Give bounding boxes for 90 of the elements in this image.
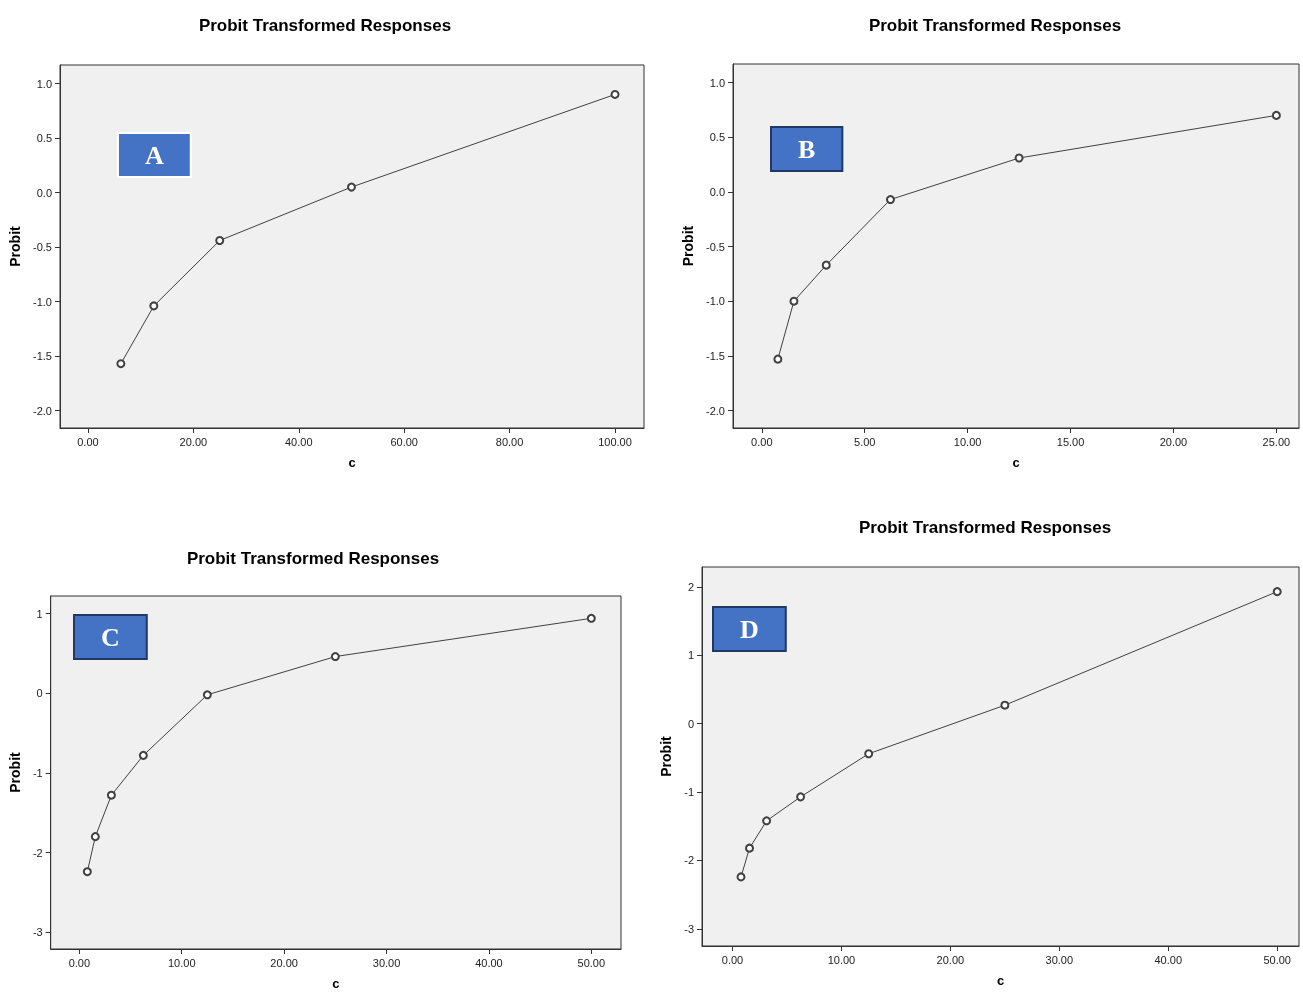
chart-title: Probit Transformed Responses	[858, 518, 1112, 537]
annotation: B	[798, 134, 816, 164]
y-tick-label: 1.0	[36, 77, 52, 90]
x-tick-label: 0.00	[721, 953, 744, 966]
point	[149, 301, 159, 311]
x-tick-label: 50.00	[1263, 953, 1291, 966]
y-tick-label: -2	[32, 846, 43, 859]
x-tick-label: 20.00	[936, 953, 965, 966]
point	[330, 652, 340, 662]
y-tick-label: -1.0	[706, 295, 725, 308]
x-tick-label: 40.00	[1154, 953, 1183, 966]
x-tick-label: 25.00	[1262, 435, 1291, 448]
point	[346, 182, 356, 192]
annotation: A	[145, 140, 164, 170]
y-tick-label: 0	[687, 717, 694, 730]
x-tick-label: 60.00	[390, 435, 418, 448]
point	[90, 832, 100, 842]
y-axis-title: Probit	[7, 751, 23, 793]
x-tick-label: 100.00	[598, 435, 632, 448]
point	[1014, 153, 1024, 163]
y-tick-label: -2.0	[33, 404, 52, 417]
point	[610, 89, 620, 99]
x-tick-label: 40.00	[475, 956, 503, 969]
chart-title: Probit Transformed Responses	[868, 16, 1122, 35]
point	[745, 843, 754, 853]
point	[885, 195, 895, 205]
point	[116, 359, 126, 369]
point	[586, 613, 596, 623]
x-axis-title: c	[1012, 455, 1020, 470]
y-tick-label: 0.0	[36, 186, 52, 199]
point	[796, 792, 806, 802]
y-axis-title: Probit	[7, 225, 24, 267]
annotation: C	[101, 622, 120, 652]
x-tick-label: 10.00	[167, 956, 196, 969]
annotation: D	[740, 614, 759, 644]
point	[1272, 587, 1282, 597]
x-tick-label: 20.00	[1159, 435, 1188, 448]
x-tick-label: 5.00	[854, 435, 876, 448]
y-tick-label: -1	[684, 786, 694, 799]
x-tick-label: 40.00	[285, 435, 313, 448]
y-tick-label: 0	[36, 687, 43, 700]
x-tick-label: 10.00	[953, 435, 982, 448]
point	[1000, 700, 1010, 710]
chart-title: Probit Transformed Responses	[186, 549, 440, 568]
y-axis-title: Probit	[658, 735, 675, 777]
x-axis-title: c	[996, 973, 1005, 988]
x-tick-label: 30.00	[1045, 953, 1074, 966]
x-tick-label: 80.00	[495, 435, 524, 448]
x-tick-label: 10.00	[827, 953, 856, 966]
x-tick-label: 0.00	[751, 435, 773, 448]
y-tick-label: -2.0	[706, 404, 725, 417]
point	[138, 750, 148, 760]
y-tick-label: 0.5	[36, 132, 52, 145]
x-tick-label: 0.00	[68, 956, 91, 969]
y-tick-label: 1	[687, 649, 694, 662]
y-tick-label: -2	[684, 854, 694, 867]
y-tick-label: 2	[687, 580, 694, 593]
point	[1271, 110, 1281, 120]
y-tick-label: -1.5	[33, 350, 52, 363]
y-tick-label: 0.5	[709, 131, 725, 144]
x-tick-label: 50.00	[577, 956, 606, 969]
y-tick-label: -3	[684, 922, 694, 935]
y-axis-title: Probit	[680, 225, 697, 267]
x-tick-label: 0.00	[77, 435, 99, 448]
x-tick-label: 20.00	[179, 435, 208, 448]
point	[82, 867, 92, 877]
y-tick-label: 1	[36, 607, 43, 620]
point	[762, 816, 772, 826]
point	[821, 260, 831, 270]
x-tick-label: 20.00	[270, 956, 298, 969]
y-tick-label: -0.5	[706, 240, 725, 253]
y-tick-label: -1.0	[33, 295, 52, 308]
y-tick-label: -0.5	[33, 241, 52, 254]
point	[864, 749, 874, 759]
y-tick-label: -1.5	[706, 349, 725, 362]
y-tick-label: 0.0	[709, 185, 725, 198]
x-tick-label: 15.00	[1056, 435, 1085, 448]
point	[789, 296, 799, 306]
y-tick-label: -1	[32, 766, 43, 779]
chart-title: Probit Transformed Responses	[198, 16, 452, 35]
point	[773, 354, 783, 364]
point	[215, 236, 225, 245]
x-axis-title: c	[348, 455, 356, 470]
point	[106, 790, 116, 800]
point	[736, 872, 746, 882]
y-tick-label: 1.0	[709, 76, 725, 89]
x-tick-label: 30.00	[372, 956, 401, 969]
point	[202, 690, 212, 700]
y-tick-label: -3	[32, 926, 43, 939]
x-axis-title: c	[332, 976, 340, 991]
